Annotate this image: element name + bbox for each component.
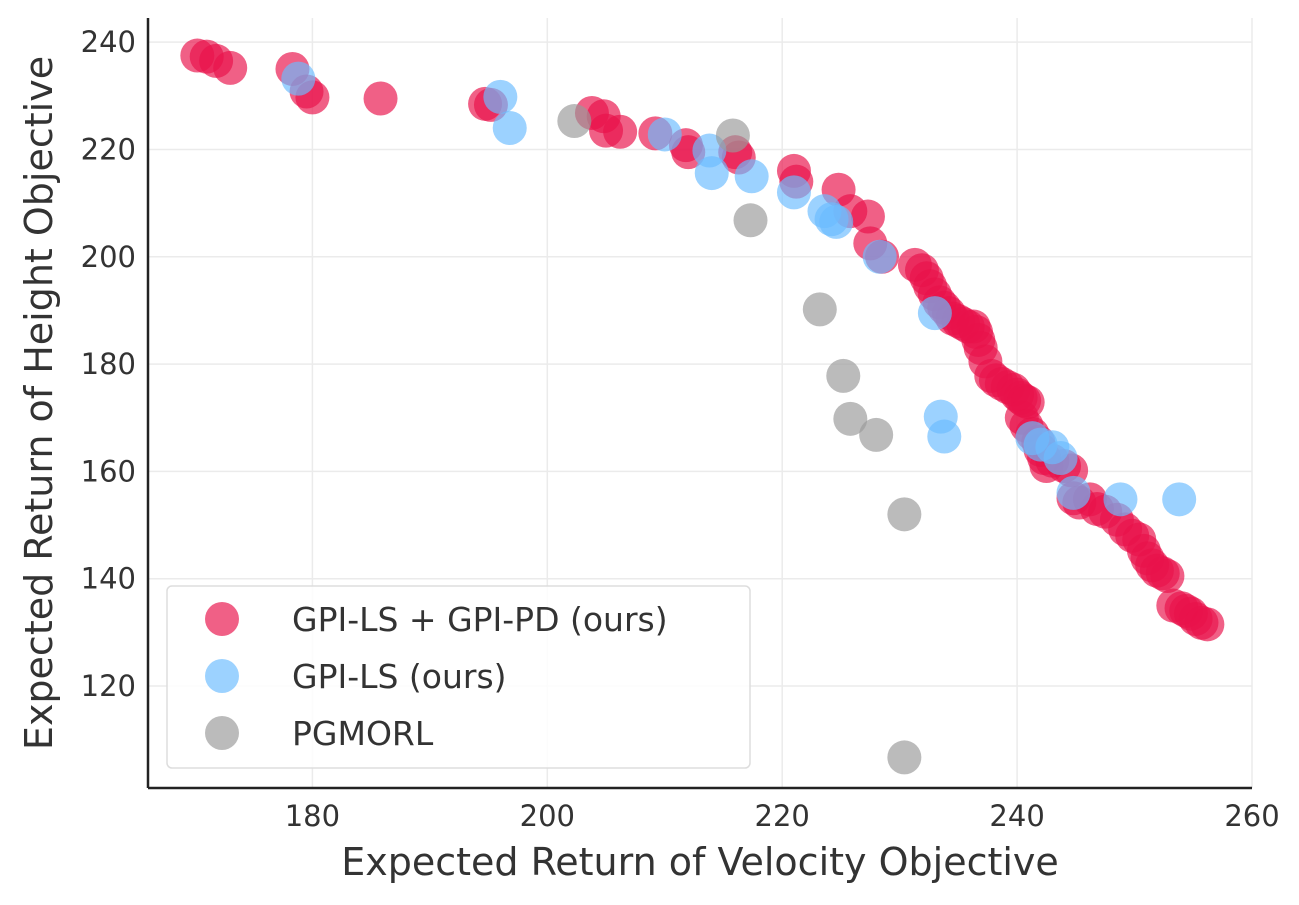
y-tick-label: 140 xyxy=(81,562,136,596)
x-tick-label: 260 xyxy=(1224,799,1279,833)
data-point xyxy=(1043,441,1078,475)
data-point xyxy=(859,417,894,452)
data-point xyxy=(927,419,962,454)
legend-label-pgmorl: PGMORL xyxy=(292,714,434,753)
y-tick-label: 240 xyxy=(81,25,136,59)
y-tick-label: 220 xyxy=(81,132,136,166)
data-point xyxy=(802,292,837,327)
x-tick-labels: 180 200 220 240 260 xyxy=(285,799,1280,833)
data-point xyxy=(819,204,854,239)
series-pgmorl xyxy=(557,104,922,775)
data-points xyxy=(180,38,1225,775)
legend: GPI-LS + GPI-PD (ours) GPI-LS (ours) PGM… xyxy=(166,585,751,769)
y-tick-label: 180 xyxy=(81,347,136,381)
series-gpi-ls-gpi-pd xyxy=(180,38,1225,642)
data-point xyxy=(213,50,248,85)
data-point xyxy=(1150,559,1185,594)
data-point xyxy=(492,111,527,145)
y-tick-label: 200 xyxy=(81,240,136,274)
data-point xyxy=(887,740,922,775)
data-point xyxy=(1190,607,1225,642)
legend-box xyxy=(166,585,751,769)
y-axis-label: Expected Return of Height Objective xyxy=(17,56,61,750)
data-point xyxy=(887,497,922,532)
data-point xyxy=(603,114,638,149)
legend-label-gpi-ls-gpi-pd: GPI-LS + GPI-PD (ours) xyxy=(292,600,668,639)
data-point xyxy=(734,159,769,194)
data-point xyxy=(733,203,768,238)
data-point xyxy=(776,175,811,210)
legend-marker-gpi-ls xyxy=(205,659,239,693)
data-point xyxy=(1056,475,1091,510)
data-point xyxy=(694,156,729,191)
data-point xyxy=(833,401,868,436)
data-point xyxy=(281,61,316,96)
series-gpi-ls xyxy=(281,61,1197,517)
x-tick-label: 180 xyxy=(285,799,340,833)
data-point xyxy=(850,199,885,234)
x-axis-label: Expected Return of Velocity Objective xyxy=(341,840,1059,884)
data-point xyxy=(647,117,682,152)
axes xyxy=(146,18,1252,790)
y-tick-label: 120 xyxy=(81,669,136,703)
x-tick-label: 240 xyxy=(989,799,1044,833)
data-point xyxy=(1103,482,1138,517)
data-point xyxy=(363,81,398,116)
data-point xyxy=(1162,482,1197,517)
legend-marker-gpi-ls-gpi-pd xyxy=(205,602,239,636)
data-point xyxy=(826,358,861,393)
data-point xyxy=(862,239,897,274)
data-point xyxy=(557,104,592,139)
data-point xyxy=(715,118,750,153)
x-tick-label: 200 xyxy=(520,799,575,833)
y-tick-labels: 120 140 160 180 200 220 240 xyxy=(81,25,136,703)
data-point xyxy=(917,296,952,331)
x-tick-label: 220 xyxy=(755,799,810,833)
data-point xyxy=(483,79,518,114)
y-tick-label: 160 xyxy=(81,454,136,488)
legend-label-gpi-ls: GPI-LS (ours) xyxy=(292,657,507,696)
legend-marker-pgmorl xyxy=(205,716,239,750)
